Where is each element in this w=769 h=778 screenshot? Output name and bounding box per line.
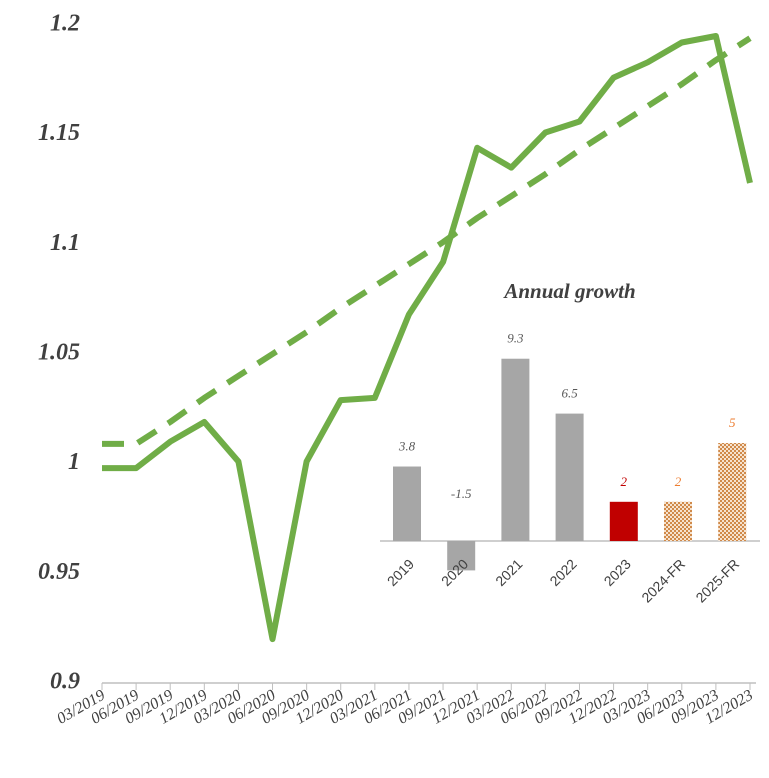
category-label: 2023 — [601, 556, 634, 589]
bar — [609, 501, 638, 541]
y-tick-label: 1.05 — [38, 340, 80, 366]
value-label: 6.5 — [561, 386, 578, 401]
y-tick-label: 1.2 — [50, 11, 80, 37]
inset-title: Annual growth — [502, 279, 635, 303]
bar — [664, 501, 692, 541]
data-line — [102, 35, 752, 447]
bar — [447, 541, 476, 571]
value-label: 2 — [621, 474, 628, 489]
value-label: 2 — [675, 474, 682, 489]
value-label: 9.3 — [507, 331, 524, 346]
category-label: 2022 — [546, 556, 579, 589]
category-label: 2025-FR — [692, 556, 742, 606]
category-label: 2019 — [384, 556, 417, 589]
value-label: 3.8 — [398, 439, 416, 454]
bar — [501, 358, 530, 541]
y-tick-label: 1.15 — [38, 120, 80, 146]
bar — [393, 466, 421, 541]
bar — [555, 413, 584, 541]
y-tick-label: 0.95 — [38, 559, 80, 585]
y-tick-label: 0.9 — [50, 669, 80, 695]
value-label: -1.5 — [451, 486, 472, 501]
y-tick-label: 1 — [68, 449, 80, 475]
value-label: 5 — [729, 415, 736, 430]
category-label: 2024-FR — [638, 556, 688, 606]
data-line — [102, 33, 753, 643]
category-label: 2021 — [492, 556, 525, 589]
y-tick-label: 1.1 — [50, 230, 80, 256]
bar — [718, 443, 747, 541]
